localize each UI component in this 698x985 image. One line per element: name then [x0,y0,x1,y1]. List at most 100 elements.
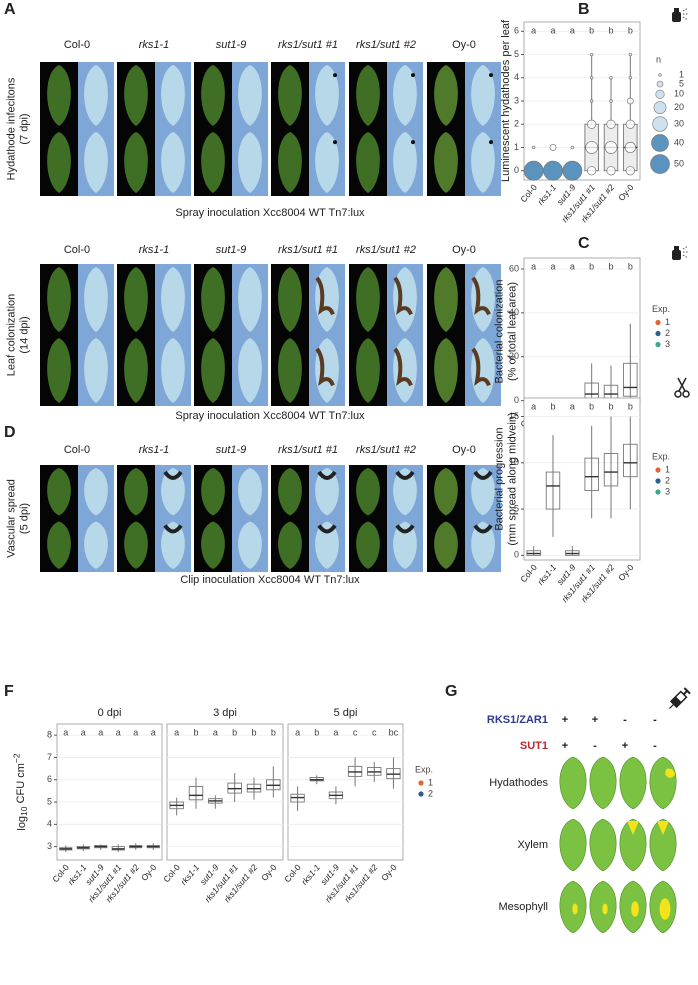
leaf-lux [315,521,339,569]
x-tick-label: Oy-0 [139,862,159,883]
leaf-lux [238,521,262,569]
leaf-lux [393,521,417,569]
legend-bubble [652,116,668,132]
genotype-label: rks1-1 [139,444,170,456]
y-tick-label: 0 [514,165,519,175]
row-label-line: Leaf colonization [5,294,17,377]
significance-letter: b [608,401,613,411]
lesion [471,276,491,316]
leaf-photo [278,521,302,569]
lesion [317,524,337,534]
legend-swatch [655,330,661,337]
y-tick-label: 2 [514,119,519,129]
legend-swatch [418,780,424,786]
lesion [315,276,335,316]
lesion [473,524,493,534]
bubble [624,141,636,154]
legend-swatch [655,467,661,473]
tissue-label: Xylem [517,839,548,851]
y-tick-label: 4 [47,819,52,829]
leaf-photo [47,65,71,126]
y-tick-label: 15 [509,411,519,421]
genotype-label: rks1/sut1 #1 [278,39,338,51]
x-tick-label: rks1-1 [535,562,558,587]
leaf-photo [434,338,458,403]
y-tick-label: 5 [47,796,52,806]
leaf-photo [47,338,71,403]
significance-letter: c [372,727,377,737]
x-tick-label: rks1-1 [535,182,558,207]
bubble [625,166,635,176]
leaf-lux [315,468,339,516]
leaf-photo [278,468,302,516]
plot-frame [166,723,284,861]
box [603,453,619,487]
significance-letter: b [314,727,319,737]
genotype-sign: - [623,714,627,726]
panel-label: C [578,235,590,252]
box [623,362,638,397]
legend-bubble [656,80,664,88]
lesion [315,347,335,387]
leaf-photo [434,468,458,516]
facet-title: 0 dpi [98,707,122,719]
bubble [609,99,613,103]
x-tick-label: Oy-0 [616,182,636,203]
genotype-sign: - [653,714,657,726]
row-label: Leaf colonization(14 dpi) [5,294,30,377]
row-label-line: Vascular spread [5,479,17,558]
significance-letter: b [628,261,633,271]
significance-letter: a [531,261,536,271]
leaf-lux [84,267,108,332]
significance-letter: a [63,727,68,737]
leaf-photo [124,65,148,126]
infection [627,821,639,835]
bubble [628,76,633,80]
legend-title: n [656,54,661,64]
y-axis-label-line: (% of total leaf area) [507,282,519,381]
significance-letter: a [98,727,103,737]
genotype-label: rks1/sut1 #1 [278,244,338,256]
legend-label: 1 [665,317,670,327]
leaf-lux [471,468,495,516]
leaf-photo [47,521,71,569]
y-axis-label-part: log [16,816,28,831]
lesion [317,470,337,480]
y-axis-label: Bacterial progression(mm spread along mi… [493,412,518,545]
leaf-lux [161,338,185,403]
bubble [606,166,616,176]
significance-letter: a [570,25,575,35]
leaf-lux [238,468,262,516]
significance-letter: b [589,25,594,35]
plot-frame [523,257,641,406]
significance-letter: a [531,401,536,411]
model-leaf [589,818,617,872]
row-label: Vascular spread(5 dpi) [5,479,30,558]
bubble [587,166,597,176]
box [584,457,599,492]
leaf-photo [434,65,458,126]
leaf-lux [393,468,417,516]
legend-label: 1 [428,777,433,787]
row-label: Hydathode infecitons(7 dpi) [5,77,30,180]
caption: Spray inoculation Xcc8004 WT Tn7:lux [175,410,365,422]
genotype-sign: + [562,714,568,726]
leaf-lux [161,468,185,516]
leaf-photo [47,267,71,332]
leaf-lux [161,65,185,126]
significance-letter: a [133,727,138,737]
significance-letter: a [570,401,575,411]
y-tick-label: 40 [509,307,519,317]
legend-swatch [655,489,661,495]
leaf-photo [278,338,302,403]
genotype-label: rks1/sut1 #2 [356,39,416,51]
tissue-label: Mesophyll [498,901,548,913]
significance-letter: a [81,727,86,737]
leaf-lux [471,132,495,193]
leaf-photo [278,132,302,193]
y-tick-label: 60 [509,263,519,273]
row-label-line: (5 dpi) [19,503,31,534]
model-leaf [619,756,647,810]
infection [657,821,669,835]
y-tick-label: 3 [47,841,52,851]
